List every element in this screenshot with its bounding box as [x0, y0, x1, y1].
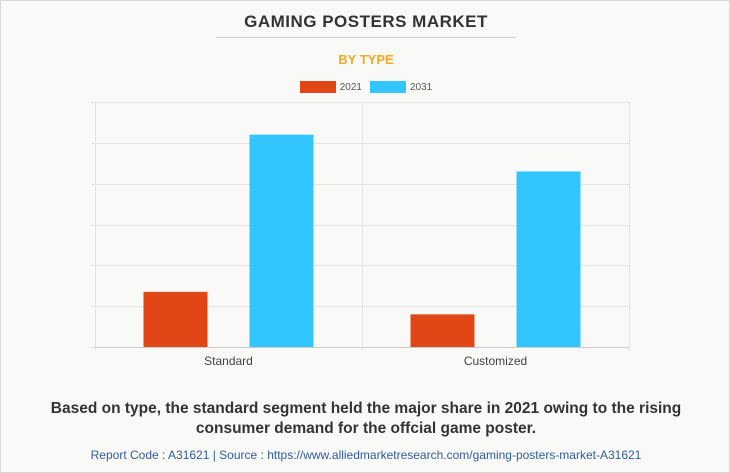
- title-divider: [216, 37, 516, 38]
- bar-chart: Standard Customized: [91, 102, 630, 368]
- legend: 2021 2031: [1, 81, 730, 93]
- legend-item-2021[interactable]: 2021: [299, 81, 362, 93]
- legend-label-2031: 2031: [410, 81, 433, 93]
- legend-label-2021: 2021: [339, 81, 362, 93]
- legend-swatch-2021: [299, 81, 336, 93]
- legend-item-2031[interactable]: 2031: [370, 81, 432, 93]
- bar-2031-customized: [516, 171, 581, 347]
- chart-caption: Based on type, the standard segment held…: [50, 400, 682, 437]
- legend-swatch-2031: [370, 81, 406, 93]
- chart-title: GAMING POSTERS MARKET: [244, 12, 488, 31]
- bar-2021-standard: [143, 291, 208, 347]
- x-tick-label: Customized: [464, 354, 527, 368]
- report-source-footer[interactable]: Report Code : A31621 | Source : https://…: [90, 448, 642, 462]
- x-tick-label: Standard: [204, 354, 253, 368]
- chart-subtitle: BY TYPE: [338, 52, 394, 67]
- bar-2031-standard: [249, 134, 314, 347]
- bar-2021-customized: [410, 314, 475, 347]
